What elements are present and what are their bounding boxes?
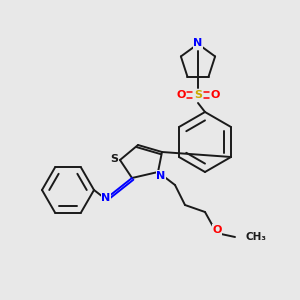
Text: O: O: [210, 90, 220, 100]
Text: S: S: [194, 90, 202, 100]
Text: N: N: [156, 171, 166, 181]
Text: N: N: [194, 38, 202, 48]
Text: O: O: [212, 225, 222, 235]
Text: CH₃: CH₃: [245, 232, 266, 242]
Text: S: S: [110, 154, 118, 164]
Text: N: N: [101, 193, 111, 203]
Text: O: O: [176, 90, 186, 100]
